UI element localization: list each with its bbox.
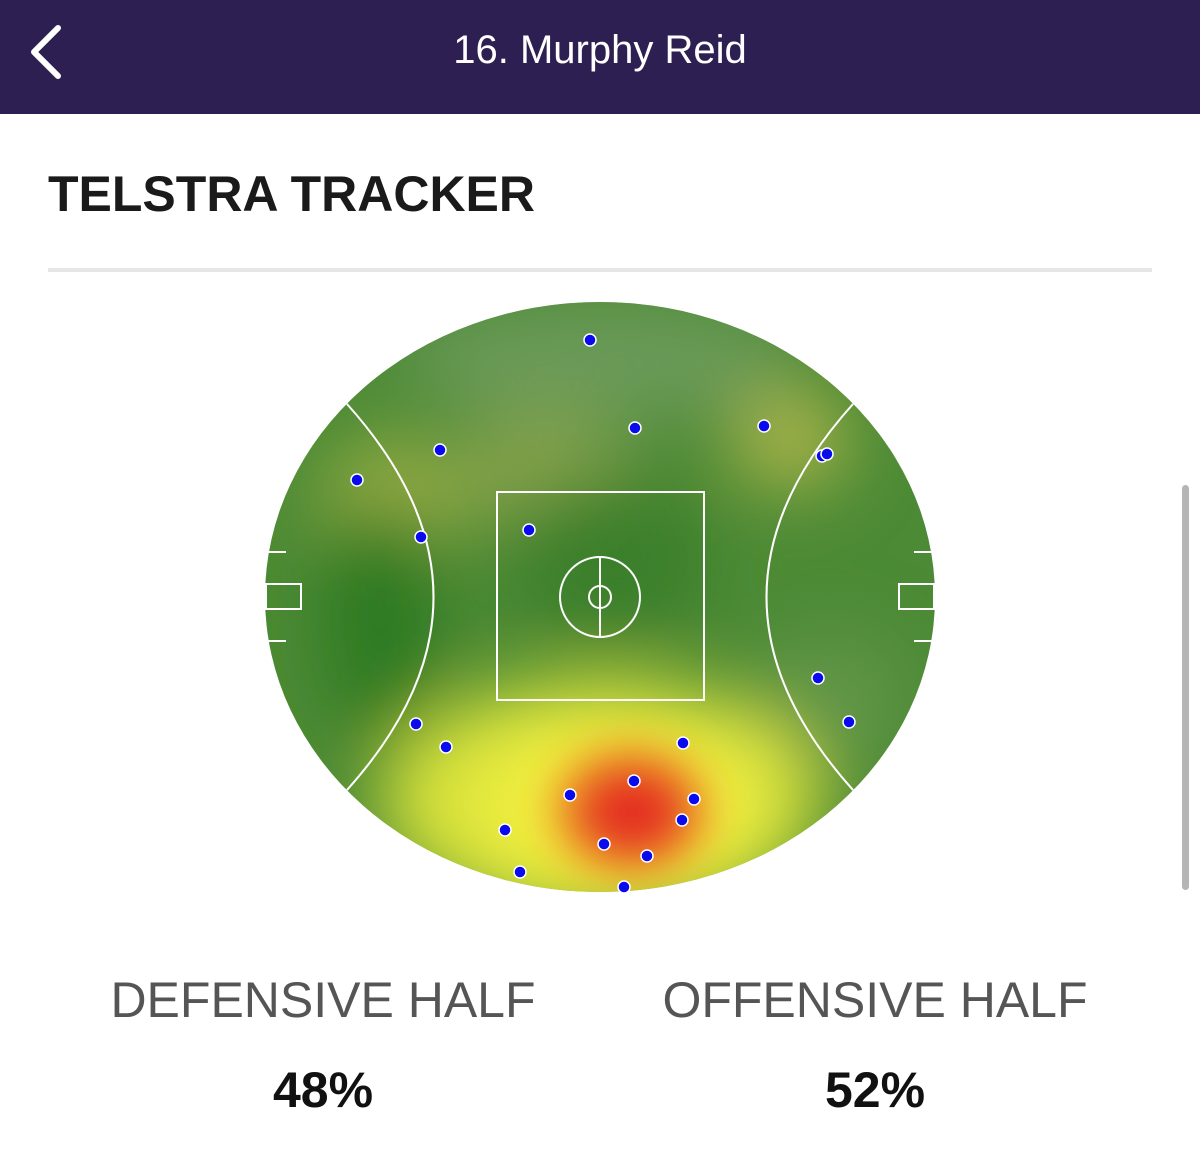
header-title: 16. Murphy Reid	[453, 28, 747, 72]
section-title: TELSTRA TRACKER	[48, 166, 536, 222]
scrollbar[interactable]	[1182, 485, 1189, 890]
touch-points	[350, 333, 856, 894]
stat-value: 48%	[272, 1062, 374, 1118]
heatmap-field	[265, 302, 935, 894]
back-button[interactable]	[26, 22, 66, 82]
stat-label: DEFENSIVE HALF	[110, 972, 536, 1028]
divider	[48, 268, 1152, 272]
header: 16. Murphy Reid	[0, 0, 1200, 114]
stat-value: 52%	[824, 1062, 926, 1118]
stat-label: OFFENSIVE HALF	[662, 972, 1088, 1028]
